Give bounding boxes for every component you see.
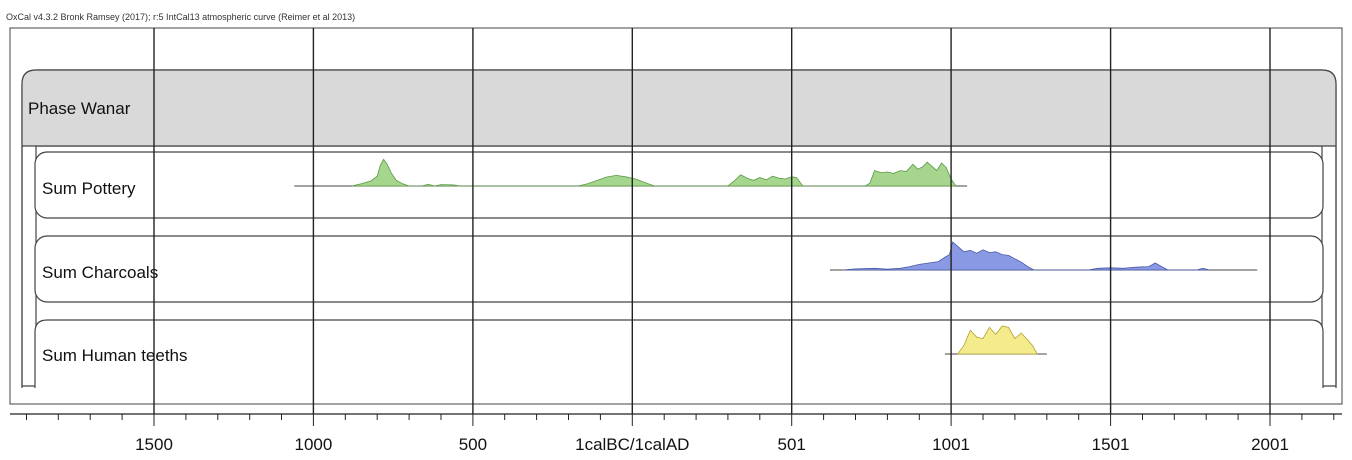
series-label-teeth: Sum Human teeths <box>42 346 188 365</box>
series-layer <box>294 158 1258 355</box>
series-density-pottery <box>351 158 957 187</box>
tick-label-1: 1000 <box>294 435 332 454</box>
x-axis-ticks: 1500 1000 500 1calBC/1calAD 501 1001 1501 2001 <box>26 414 1335 454</box>
series-label-charcoals: Sum Charcoals <box>42 263 158 282</box>
tick-label-6: 1501 <box>1092 435 1130 454</box>
tick-label-0: 1500 <box>135 435 173 454</box>
tick-label-7: 2001 <box>1251 435 1289 454</box>
phase-header-bg <box>21 69 1337 147</box>
series-label-pottery: Sum Pottery <box>42 179 136 198</box>
series-density-charcoals <box>842 241 1210 271</box>
phase-label: Phase Wanar <box>28 99 131 118</box>
tick-label-5: 1001 <box>932 435 970 454</box>
oxcal-header: OxCal v4.3.2 Bronk Ramsey (2017); r:5 In… <box>6 12 356 22</box>
row-box-charcoals <box>34 235 1324 303</box>
series-density-teeth <box>956 325 1038 355</box>
row-box-teeth <box>34 319 1324 388</box>
tick-label-2: 500 <box>459 435 487 454</box>
tick-label-3: 1calBC/1calAD <box>575 435 689 454</box>
tick-label-4: 501 <box>778 435 806 454</box>
row-box-pottery <box>34 151 1324 219</box>
gridlines <box>153 28 1271 414</box>
